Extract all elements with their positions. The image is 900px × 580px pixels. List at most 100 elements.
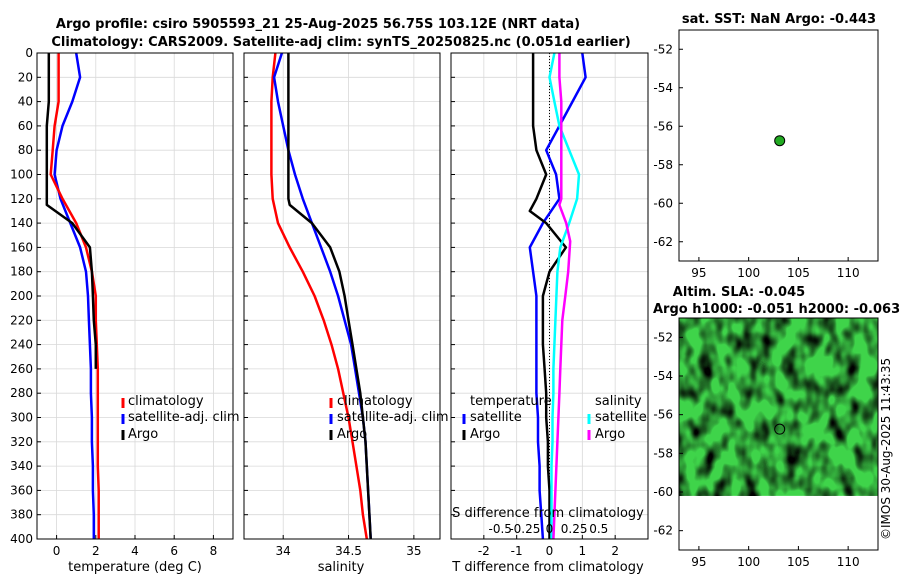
y-tick-label: 280 [10,386,33,400]
sla-high-anomaly-patches [679,318,878,496]
x-tick-label: 110 [837,555,860,569]
x2-tick-label: -0.25 [509,522,540,536]
temperature-series [45,52,100,539]
sst-map-axes-box [678,29,879,262]
y-tick-label: 360 [10,483,33,497]
difference-xlabel: T difference from climatology [451,560,644,575]
series-line-t-argo [528,53,568,539]
y-tick-label: -54 [653,369,673,383]
y-tick-label: 320 [10,435,33,449]
legend-title-salinity: salinity [595,394,642,409]
series-line-climatology [270,52,369,540]
legend-label-s-argo: Argo [595,427,625,442]
y-tick-label: 260 [10,362,33,376]
sst-map-title: sat. SST: NaN Argo: -0.443 [682,12,876,27]
y-tick-label: -58 [653,158,673,172]
y-tick-label: 340 [10,459,33,473]
y-tick-label: -62 [653,524,673,538]
y-tick-label: -56 [653,408,673,422]
legend-label-satellite: satellite-adj. clim [128,410,240,425]
series-line-t-satellite [528,52,587,540]
temperature-legend: climatology satellite-adj. clim Argo [121,394,240,442]
argo-position-marker [774,423,786,435]
legend-label-t-argo: Argo [470,427,500,442]
difference-x2label: S difference from climatology [452,506,644,521]
figure-title-line1: Argo profile: csiro 5905593_21 25-Aug-20… [56,17,580,32]
imos-watermark: ©IMOS 30-Aug-2025 11:43:35 [879,358,893,540]
salinity-legend: climatology satellite-adj. clim Argo [329,394,449,442]
series-line-s-satellite [548,52,581,539]
x-tick-label: 34.5 [335,544,362,558]
x-tick-label: 0 [546,544,554,558]
temperature-panel: 0 2 4 6 802040608010012014016018020022024026… [10,46,240,575]
sla-heatmap-texture [679,318,878,496]
series-line-argo [287,53,372,540]
argo-height-title: Argo h1000: -0.051 h2000: -0.063 [653,302,900,317]
legend-label-argo: Argo [128,427,158,442]
y-tick-label: 240 [10,338,33,352]
y-tick-label: 100 [10,168,33,182]
sst-map-panel: 95 100 105 110 -52 -54 -56 -58 -60 -62 [653,29,879,280]
y-tick-label: 40 [18,95,33,109]
series-line-s-argo [552,53,572,540]
difference-series [528,52,587,540]
argo-position-marker [774,135,786,147]
x2-tick-label: 0.5 [589,522,608,536]
salinity-grid [244,52,440,540]
y-tick-label: -52 [653,330,673,344]
sla-map-panel: 95 100 105 110 -52 -54 -56 -58 -60 -62 [653,317,879,569]
y-tick-label: 220 [10,313,33,327]
y-tick-label: -56 [653,119,673,133]
x2-tick-label: -0.5 [489,522,512,536]
x-tick-label: 4 [131,544,139,558]
legend-label-climatology: climatology [337,394,413,409]
y-tick-label: 380 [10,508,33,522]
y-tick-label: -60 [653,196,673,210]
y-tick-label: 180 [10,265,33,279]
x-tick-label: 8 [210,544,218,558]
sla-map-title: Altim. SLA: -0.045 [673,285,805,300]
y-tick-label: 120 [10,192,33,206]
legend-title-temperature: temperature [470,394,552,409]
x-tick-label: 6 [170,544,178,558]
x-tick-label: 105 [787,266,810,280]
legend-label-s-satellite: satellite [595,410,647,425]
temperature-grid [37,52,233,540]
temperature-ticks: 0 2 4 6 802040608010012014016018020022024026… [10,46,217,558]
difference-legend: temperature satellite Argo salinity sate… [462,394,647,442]
x-tick-label: 100 [737,266,760,280]
x-tick-label: 100 [737,555,760,569]
x-tick-label: 2 [92,544,100,558]
figure-title-line2: Climatology: CARS2009. Satellite-adj cli… [51,35,630,50]
series-line-satellite [53,52,96,539]
salinity-series [270,52,372,540]
legend-label-t-satellite: satellite [470,410,522,425]
series-line-argo [45,53,98,369]
y-tick-label: 20 [18,70,33,84]
y-tick-label: -60 [653,485,673,499]
y-tick-label: 80 [18,143,33,157]
difference-panel: -2 -1 0 1 2 -0.5-0.25 0 0.25 0.5 T difference fr… [450,52,649,575]
x-tick-label: 35 [406,544,421,558]
y-tick-label: -52 [653,42,673,56]
x-tick-label: -2 [478,544,490,558]
salinity-xlabel: salinity [318,560,365,575]
x2-tick-label: 0.25 [561,522,588,536]
y-tick-label: -58 [653,446,673,460]
x-tick-label: 2 [611,544,619,558]
y-tick-label: 400 [10,532,33,546]
y-tick-label: 200 [10,289,33,303]
x-tick-label: 95 [691,555,706,569]
x-tick-label: -1 [511,544,523,558]
y-tick-label: 300 [10,411,33,425]
y-tick-label: -54 [653,81,673,95]
difference-ticks: -2 -1 0 1 2 -0.5-0.25 0 0.25 0.5 [451,52,619,558]
sla-map-ticks: 95 100 105 110 -52 -54 -56 -58 -60 -62 [653,330,859,569]
salinity-panel: 34 34.5 35 salinity climatology satellite-… [243,52,449,575]
x-tick-label: 95 [691,266,706,280]
y-tick-label: 60 [18,119,33,133]
y-tick-label: -62 [653,235,673,249]
salinity-ticks: 34 34.5 35 [244,52,422,558]
temperature-xlabel: temperature (deg C) [68,560,202,575]
